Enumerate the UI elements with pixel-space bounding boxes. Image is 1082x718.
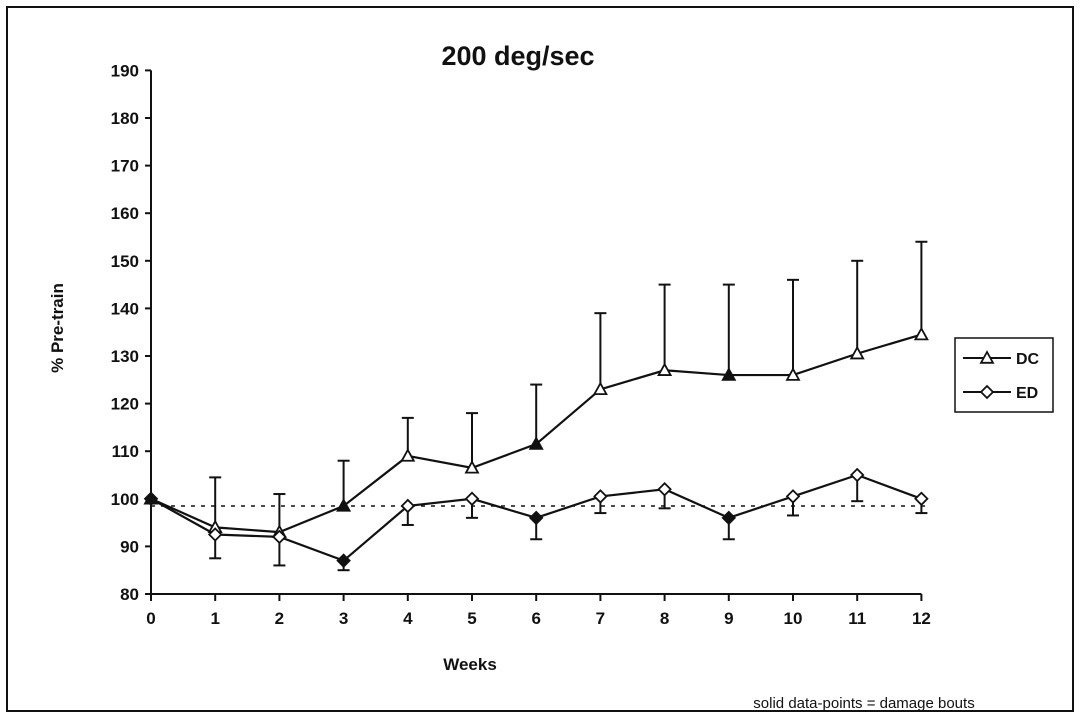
x-tick-label: 3 [339,609,348,628]
y-axis-title: % Pre-train [48,283,67,373]
x-tick-label: 1 [210,609,219,628]
ed-data-point [464,491,480,507]
x-tick-label: 0 [146,609,155,628]
y-tick-label: 180 [111,109,139,128]
dc-data-point [721,367,737,381]
y-tick-label: 80 [120,585,139,604]
legend-box [954,337,1054,413]
dc-data-point [592,381,608,396]
x-tick-label: 4 [403,609,413,628]
ed-data-point [400,498,416,514]
ed-data-point [207,527,223,542]
y-tick-label: 150 [111,252,139,271]
ed-data-point [849,467,865,483]
x-tick-label: 5 [467,609,476,628]
y-tick-label: 170 [111,157,139,176]
y-tick-label: 110 [112,442,139,461]
x-tick-label: 8 [660,609,669,628]
y-tick-label: 190 [111,61,139,80]
ed-data-point [914,491,929,507]
x-tick-label: 12 [912,609,931,628]
chart-frame: 200 deg/sec % Pre-train Weeks solid data… [6,6,1074,712]
ed-data-point [721,510,737,526]
chart-title: 200 deg/sec [441,41,594,71]
ed-data-point [593,489,608,504]
x-tick-label: 11 [848,609,866,628]
ed-data-point [785,489,801,504]
x-axis-title: Weeks [443,655,497,674]
legend-ed-label: ED [1016,385,1038,402]
legend-dc-marker [979,350,995,364]
y-tick-label: 160 [111,204,139,223]
y-tick-label: 130 [111,347,139,366]
ed-data-point [272,529,287,545]
x-tick-label: 10 [784,609,803,628]
y-tick-label: 100 [111,490,139,509]
dc-data-point [657,362,673,376]
legend: DC ED [954,337,1054,413]
legend-ed-marker [979,384,995,400]
x-tick-label: 9 [724,609,733,628]
x-tick-label: 2 [275,609,284,628]
ed-data-point [336,553,351,568]
dc-data-point [785,367,801,381]
y-tick-label: 90 [120,537,139,556]
y-tick-label: 140 [111,299,139,318]
dc-data-point [464,460,480,474]
x-tick-label: 7 [596,609,605,628]
x-tick-label: 6 [531,609,540,628]
legend-dc-label: DC [1016,351,1040,368]
dc-data-point [528,436,544,450]
damage-bouts-note: solid data-points = damage bouts [753,695,974,712]
line-chart: 200 deg/sec % Pre-train Weeks solid data… [48,41,1054,712]
ed-data-point [528,510,544,526]
dc-data-point [849,345,865,360]
y-tick-label: 120 [111,395,139,414]
ed-data-point [657,482,672,497]
dc-data-point [336,498,352,512]
ed-data-point [143,491,159,507]
dc-data-point [913,326,929,341]
dc-data-point [400,448,416,462]
